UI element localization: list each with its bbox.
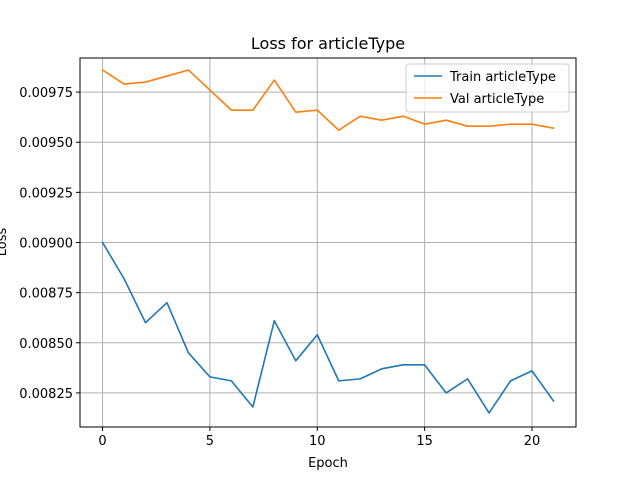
y-tick-label: 0.00825 xyxy=(19,387,73,402)
x-tick-label: 20 xyxy=(524,434,541,449)
x-tick-label: 10 xyxy=(309,434,326,449)
grid-lines xyxy=(80,58,576,427)
legend-box xyxy=(405,63,570,113)
legend-label: Train articleType xyxy=(449,70,556,85)
y-tick-label: 0.00875 xyxy=(19,287,73,302)
series-line-train xyxy=(101,241,555,414)
y-axis-label: Loss xyxy=(0,228,10,257)
x-tick-label: 5 xyxy=(206,434,214,449)
x-axis-label: Epoch xyxy=(308,456,348,471)
x-tick-label: 0 xyxy=(98,434,106,449)
legend: Train articleType Val articleType xyxy=(405,63,570,113)
series-layer xyxy=(101,68,555,414)
legend-label: Val articleType xyxy=(450,92,544,107)
chart-title: Loss for articleType xyxy=(251,34,405,53)
y-tick-label: 0.00950 xyxy=(19,136,73,151)
y-tick-label: 0.00850 xyxy=(19,337,73,352)
x-axis: 0 5 10 15 20 xyxy=(98,427,540,449)
y-tick-label: 0.00975 xyxy=(19,86,73,101)
series-line-val xyxy=(101,68,555,131)
y-tick-label: 0.00925 xyxy=(19,186,73,201)
y-axis: 0.00825 0.00850 0.00875 0.00900 0.00925 0.009… xyxy=(19,86,80,402)
x-tick-label: 15 xyxy=(416,434,433,449)
y-tick-label: 0.00900 xyxy=(19,237,73,252)
